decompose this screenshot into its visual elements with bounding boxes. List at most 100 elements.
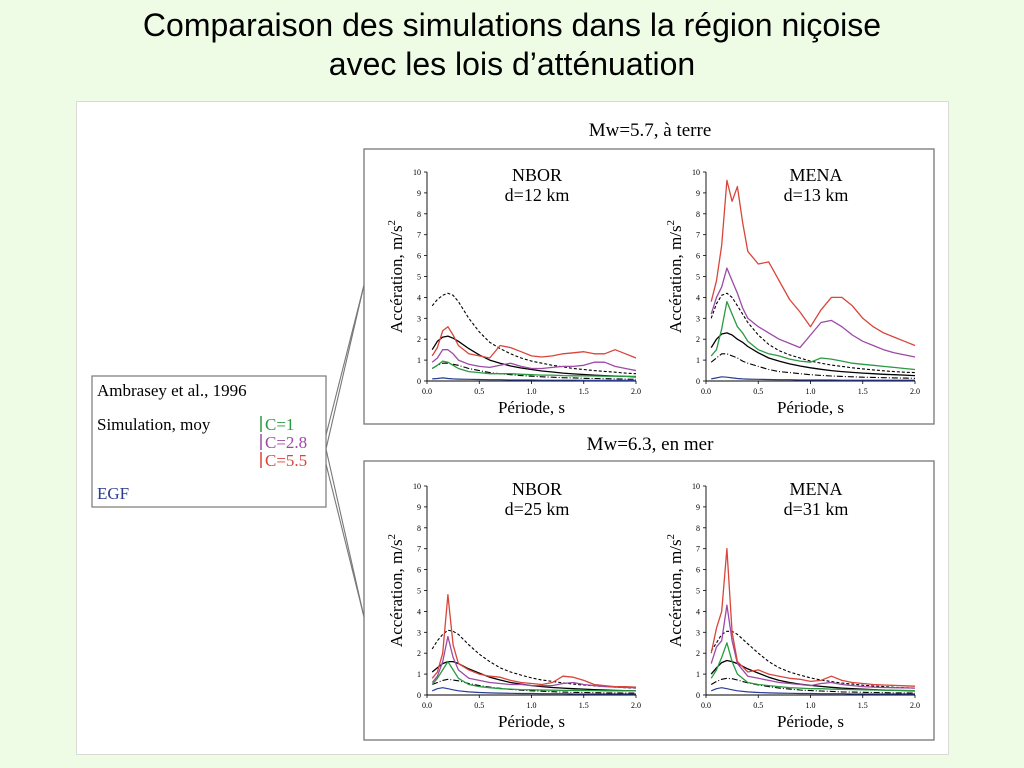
connector-line-bottom-1 — [325, 448, 365, 618]
y-tick-label: 3 — [696, 628, 700, 637]
y-tick-label: 1 — [696, 356, 700, 365]
y-tick-label: 9 — [696, 503, 700, 512]
connector-line-top-2 — [325, 284, 365, 450]
x-tick-label: 1.0 — [527, 701, 537, 710]
connector-line-bottom-2 — [325, 463, 365, 618]
y-tick-label: 10 — [692, 482, 700, 491]
y-axis-label: Accération, m/s2 — [386, 220, 406, 333]
series-line-amb_minus — [431, 362, 637, 380]
y-tick-label: 1 — [417, 356, 421, 365]
x-tick-label: 0.0 — [701, 387, 711, 396]
x-axis-label: Période, s — [498, 398, 565, 417]
group-title-1: Mw=5.7, à terre — [589, 120, 712, 141]
figure-svg: Mw=5.7, à terre Mw=6.3, en mer Ambrasey … — [91, 120, 935, 741]
y-tick-label: 8 — [417, 210, 421, 219]
y-tick-label: 5 — [417, 273, 421, 282]
y-tick-label: 9 — [696, 189, 700, 198]
x-tick-label: 0.5 — [753, 387, 763, 396]
x-tick-label: 0.5 — [753, 701, 763, 710]
x-tick-label: 0.5 — [474, 387, 484, 396]
distance-label: d=12 km — [505, 185, 570, 205]
legend-c1: C=1 — [265, 415, 294, 434]
y-axis-label: Accération, m/s2 — [665, 220, 685, 333]
station-label: MENA — [790, 479, 843, 499]
slide-title-line-2: avec les lois d’atténuation — [328, 46, 696, 82]
y-tick-label: 8 — [417, 524, 421, 533]
x-axis-label: Période, s — [498, 712, 565, 731]
series-line-sim_c28 — [431, 349, 637, 372]
series-line-amb_plus — [710, 630, 916, 689]
series-line-sim_c55 — [431, 594, 637, 688]
chart-3: 0 1 2 3 4 5 6 7 8 9 10 0.0 0.5 1.0 1.5 2.0 Période, s Acc… — [386, 479, 641, 731]
series-line-sim_c1 — [431, 360, 636, 378]
y-tick-label: 7 — [417, 545, 421, 554]
y-tick-label: 1 — [696, 670, 700, 679]
y-axis-label-exponent: 2 — [386, 220, 398, 226]
y-tick-label: 5 — [696, 587, 700, 596]
y-tick-label: 6 — [696, 566, 700, 575]
y-tick-label: 4 — [417, 293, 421, 302]
y-axis-label-exponent: 2 — [665, 534, 677, 540]
legend-ambraseys: Ambrasey et al., 1996 — [97, 381, 247, 400]
legend-c28: C=2.8 — [265, 433, 307, 452]
y-tick-label: 2 — [696, 335, 700, 344]
y-tick-label: 10 — [413, 482, 421, 491]
y-tick-label: 2 — [696, 649, 700, 658]
x-axis-label: Période, s — [777, 712, 844, 731]
series-line-amb_minus — [710, 677, 916, 694]
y-tick-label: 3 — [417, 628, 421, 637]
x-tick-label: 1.0 — [806, 387, 816, 396]
chart-1: 0 1 2 3 4 5 6 7 8 9 10 0.0 0.5 1.0 1.5 2.0 Période, s Acc… — [386, 165, 641, 417]
slide-title-line-1: Comparaison des simulations dans la régi… — [142, 7, 882, 43]
y-tick-label: 7 — [696, 545, 700, 554]
y-axis-label-exponent: 2 — [665, 220, 677, 226]
y-tick-label: 1 — [417, 670, 421, 679]
x-tick-label: 0.0 — [422, 701, 432, 710]
series-line-amb_minus — [710, 353, 916, 379]
x-tick-label: 2.0 — [910, 387, 920, 396]
legend-c55: C=5.5 — [265, 451, 307, 470]
legend-simulation: Simulation, moy — [97, 415, 211, 434]
x-tick-label: 2.0 — [631, 387, 641, 396]
x-tick-label: 1.5 — [579, 701, 589, 710]
y-tick-label: 6 — [417, 252, 421, 261]
y-tick-label: 3 — [417, 314, 421, 323]
x-tick-label: 1.5 — [858, 387, 868, 396]
y-tick-label: 2 — [417, 335, 421, 344]
y-tick-label: 7 — [417, 231, 421, 240]
chart-2: 0 1 2 3 4 5 6 7 8 9 10 0.0 0.5 1.0 1.5 2.0 Période, s Acc… — [665, 165, 920, 417]
y-tick-label: 6 — [417, 566, 421, 575]
y-axis-label-exponent: 2 — [386, 534, 398, 540]
x-tick-label: 0.0 — [422, 387, 432, 396]
group-box-2 — [363, 460, 935, 741]
x-axis-label: Période, s — [777, 398, 844, 417]
distance-label: d=31 km — [784, 499, 849, 519]
legend-egf: EGF — [97, 484, 129, 503]
y-tick-label: 7 — [696, 231, 700, 240]
series-line-sim_c1 — [710, 642, 916, 692]
y-tick-label: 3 — [696, 314, 700, 323]
y-axis-label: Accération, m/s2 — [665, 534, 685, 647]
y-tick-label: 0 — [696, 691, 700, 700]
charts-layer: 0 1 2 3 4 5 6 7 8 9 10 0.0 0.5 1.0 1.5 2.0 Période, s Acc… — [386, 165, 920, 731]
station-label: NBOR — [512, 165, 562, 185]
y-tick-label: 4 — [417, 607, 421, 616]
group-title-2: Mw=6.3, en mer — [587, 434, 714, 455]
series-line-amb_mean — [710, 332, 916, 377]
y-tick-label: 9 — [417, 503, 421, 512]
x-tick-label: 1.0 — [806, 701, 816, 710]
x-tick-label: 2.0 — [631, 701, 641, 710]
distance-label: d=25 km — [505, 499, 570, 519]
y-tick-label: 8 — [696, 210, 700, 219]
x-tick-label: 1.5 — [858, 701, 868, 710]
x-tick-label: 1.5 — [579, 387, 589, 396]
x-tick-label: 2.0 — [910, 701, 920, 710]
y-axis-label: Accération, m/s2 — [386, 534, 406, 647]
series-line-sim_c1 — [710, 300, 916, 371]
y-tick-label: 2 — [417, 649, 421, 658]
distance-label: d=13 km — [784, 185, 849, 205]
series-line-sim_c55 — [710, 548, 916, 687]
station-label: NBOR — [512, 479, 562, 499]
series-line-amb_mean — [710, 659, 916, 692]
series-line-egf — [710, 687, 915, 695]
